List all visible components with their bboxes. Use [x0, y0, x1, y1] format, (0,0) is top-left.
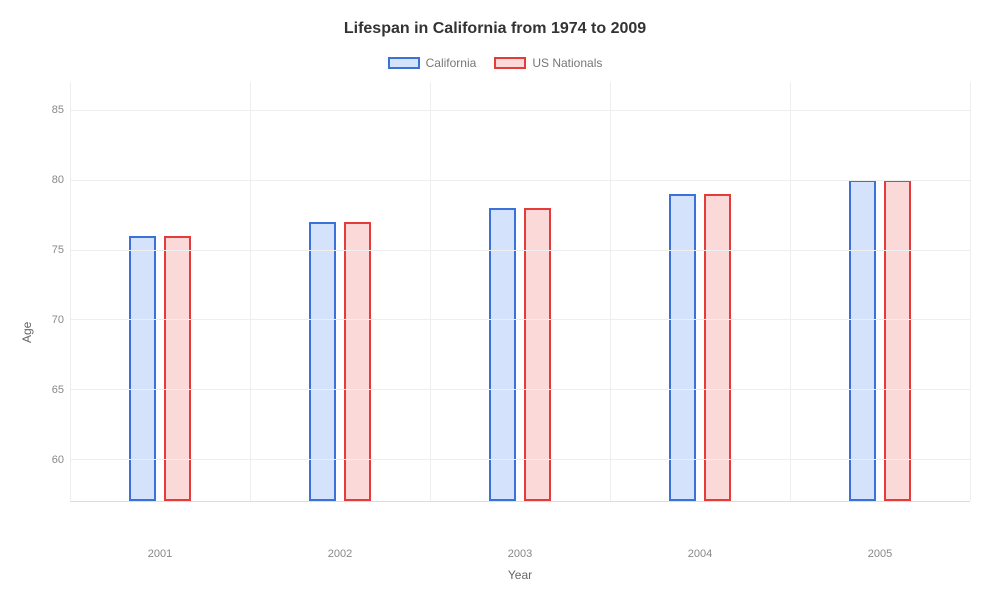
- x-tick: 2001: [148, 548, 172, 560]
- chart-container: Lifespan in California from 1974 to 2009…: [0, 0, 1000, 600]
- gridline-vertical: [430, 82, 431, 501]
- y-tick: 60: [52, 454, 64, 466]
- plot-wrapper: Age 60 65 70 75 80 85: [20, 82, 970, 542]
- legend-item-0[interactable]: California: [388, 56, 477, 70]
- bar[interactable]: [129, 236, 156, 501]
- bar[interactable]: [164, 236, 191, 501]
- gridline-horizontal: [70, 110, 970, 111]
- legend-item-1[interactable]: US Nationals: [494, 56, 602, 70]
- x-axis-label: Year: [70, 568, 970, 582]
- plot-area: [70, 82, 970, 502]
- y-tick: 75: [52, 244, 64, 256]
- y-axis-label: Age: [20, 82, 38, 542]
- y-axis-ticks: 60 65 70 75 80 85: [38, 82, 70, 502]
- x-axis-ticks: 2001 2002 2003 2004 2005: [70, 542, 970, 562]
- y-tick: 65: [52, 384, 64, 396]
- chart-title: Lifespan in California from 1974 to 2009: [20, 20, 970, 38]
- y-tick: 80: [52, 174, 64, 186]
- y-tick: 85: [52, 104, 64, 116]
- gridline-vertical: [610, 82, 611, 501]
- legend-label-1: US Nationals: [532, 56, 602, 70]
- gridline-vertical: [70, 82, 71, 501]
- x-tick: 2005: [868, 548, 892, 560]
- gridline-vertical: [790, 82, 791, 501]
- gridline-horizontal: [70, 389, 970, 390]
- bars-layer: [70, 82, 970, 501]
- gridline-horizontal: [70, 180, 970, 181]
- x-tick: 2002: [328, 548, 352, 560]
- bar[interactable]: [489, 208, 516, 501]
- bar[interactable]: [849, 180, 876, 501]
- legend-swatch-0: [388, 57, 420, 69]
- bar[interactable]: [524, 208, 551, 501]
- gridline-horizontal: [70, 319, 970, 320]
- legend-swatch-1: [494, 57, 526, 69]
- bar[interactable]: [704, 194, 731, 501]
- gridline-horizontal: [70, 250, 970, 251]
- legend-label-0: California: [426, 56, 477, 70]
- x-tick: 2004: [688, 548, 712, 560]
- bar[interactable]: [669, 194, 696, 501]
- y-tick: 70: [52, 314, 64, 326]
- legend: California US Nationals: [20, 56, 970, 70]
- gridline-vertical: [970, 82, 971, 501]
- gridline-horizontal: [70, 459, 970, 460]
- x-tick: 2003: [508, 548, 532, 560]
- bar[interactable]: [884, 180, 911, 501]
- gridline-vertical: [250, 82, 251, 501]
